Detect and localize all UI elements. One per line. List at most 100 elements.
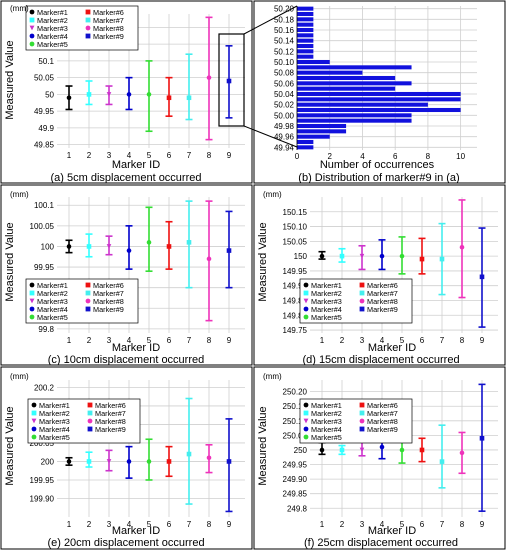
panel-d: 149.75 149.80 149.85 149.90 149.95 150 150.05 1… xyxy=(253,184,506,366)
panel-b-xtick-label: 8 xyxy=(426,152,431,161)
panel-b-bar-3 xyxy=(297,134,330,139)
panel-b-ytick-label: 50.12 xyxy=(274,47,295,56)
panel-c-legend-box xyxy=(25,278,139,324)
panel-d-legend-swatch-7 xyxy=(359,290,365,296)
panel-b-bar-17 xyxy=(297,59,330,65)
panel-c-xtick-label: 5 xyxy=(147,336,152,345)
plot-d-area: 149.75 149.80 149.85 149.90 149.95 150 150.05 1… xyxy=(283,197,498,345)
panel-d-legend-swatch-5 xyxy=(303,314,309,320)
panel-a-xtick-label: 6 xyxy=(167,151,172,160)
panel-c-legend-label-5: Marker#5 xyxy=(37,313,68,322)
panel-b-bar-15 xyxy=(297,70,363,75)
panel-e-xlabel: Marker ID xyxy=(112,525,160,537)
panel-b-ytick-label: 50.18 xyxy=(274,15,295,24)
panel-b-bar-1 xyxy=(297,145,314,150)
panel-a-legend-swatch-4 xyxy=(29,33,35,39)
panel-a-legend-label-1: Marker#1 xyxy=(37,8,68,17)
panel-c-ytick-label: 99.8 xyxy=(38,325,54,334)
panel-c-mean-point-7 xyxy=(186,240,192,245)
panel-a-mean-point-9 xyxy=(226,78,232,84)
panel-d-ytick-label: 149.85 xyxy=(283,296,308,305)
panel-a-ytick-label: 50 xyxy=(45,90,54,99)
plot-e-area: 199.90199.95200200.05200.1200.15200.2123… xyxy=(27,380,245,529)
panel-e-xtick-label: 7 xyxy=(187,520,192,529)
panel-d-legend-swatch-6 xyxy=(359,282,365,288)
panel-b-ytick-label: 50.02 xyxy=(274,101,295,110)
panel-d-mean-point-5 xyxy=(399,253,405,259)
panel-f-xtick-label: 2 xyxy=(340,520,345,529)
panel-e-mean-point-4 xyxy=(126,459,132,464)
panel-d-mean-point-6 xyxy=(419,256,425,262)
panel-b-ytick-label: 50.06 xyxy=(274,79,295,88)
panel-e-legend-swatch-9 xyxy=(87,426,93,432)
panel-c-mean-point-5 xyxy=(146,240,152,245)
panel-b-bar-21 xyxy=(297,38,314,43)
panel-c-legend-label-8: Marker#8 xyxy=(93,297,124,306)
panel-f-xtick-label: 6 xyxy=(420,520,425,529)
panel-f-mean-point-2 xyxy=(339,447,345,453)
panel-a-mean-point-4 xyxy=(126,92,132,97)
panel-d-legend-label-6: Marker#6 xyxy=(367,281,398,290)
zoom-connector-top xyxy=(243,5,298,35)
panel-b-xtick-label: 2 xyxy=(328,152,333,161)
panel-a-mean-point-6 xyxy=(166,95,172,101)
panel-d-xtick-label: 9 xyxy=(480,336,485,345)
panel-f-ytick-label: 249.90 xyxy=(283,475,308,484)
panel-d-xlabel: Marker ID xyxy=(368,342,416,354)
panel-c-mean-point-9 xyxy=(226,248,232,253)
panel-d-mean-point-9 xyxy=(479,274,485,280)
panel-c-xlabel: Marker ID xyxy=(112,342,160,354)
panel-a: 49.8549.949.955050.0550.150.1550.2123456… xyxy=(0,0,253,184)
panel-a-frame xyxy=(0,0,253,184)
panel-f-mean-point-9 xyxy=(479,435,485,441)
panel-c-ylabel: Measured Value xyxy=(4,222,16,301)
zoom-box xyxy=(218,33,245,127)
panel-f-mean-point-8 xyxy=(459,450,465,456)
panel-b-bar-11 xyxy=(297,91,461,97)
panel-c-legend-label-1: Marker#1 xyxy=(37,281,68,290)
panel-c-xtick-label: 3 xyxy=(107,336,112,345)
panel-b-ytick-label: 50.20 xyxy=(274,5,295,14)
panel-a-legend-label-2: Marker#2 xyxy=(37,16,68,25)
panel-c-ytick-label: 100.05 xyxy=(30,222,55,231)
panel-c-xtick-label: 2 xyxy=(87,336,92,345)
panel-b-xlabel: Number of occurrences xyxy=(320,159,435,171)
panel-d-legend-swatch-9 xyxy=(359,306,365,312)
panel-d-legend-swatch-3 xyxy=(303,298,309,304)
panel-b-xtick-label: 10 xyxy=(456,152,465,161)
panel-c-unit: (mm) xyxy=(10,190,29,199)
panel-f-xlabel: Marker ID xyxy=(368,525,416,537)
panel-c-mean-point-6 xyxy=(166,244,172,249)
panel-f-legend-swatch-2 xyxy=(303,410,309,416)
panel-f-xtick-label: 3 xyxy=(360,520,365,529)
panel-a-legend-swatch-1 xyxy=(29,9,35,15)
panel-a-legend-label-7: Marker#7 xyxy=(93,16,124,25)
panel-f-mean-point-5 xyxy=(399,447,405,453)
panel-d-legend-label-8: Marker#8 xyxy=(367,297,398,306)
panel-e-xtick-label: 5 xyxy=(147,520,152,529)
panel-a-caption: (a) 5cm displacement occurred xyxy=(50,172,201,184)
panel-b-bar-24 xyxy=(297,22,314,27)
panel-d-legend-swatch-8 xyxy=(359,298,365,304)
panel-e-xtick-label: 4 xyxy=(127,520,132,529)
panel-b-bar-23 xyxy=(297,27,314,33)
panel-e-xtick-label: 8 xyxy=(207,520,212,529)
panel-f-legend-box xyxy=(299,398,413,444)
panel-f-frame xyxy=(253,366,506,550)
panel-d-xtick-label: 3 xyxy=(360,336,365,345)
panel-c-xtick-label: 4 xyxy=(127,336,132,345)
panel-e-legend-swatch-5 xyxy=(31,434,37,440)
panel-d-legend-label-3: Marker#3 xyxy=(311,297,342,306)
panel-e-legend-label-8: Marker#8 xyxy=(95,417,126,426)
panel-d-mean-point-8 xyxy=(459,244,465,250)
panel-a-legend-swatch-7 xyxy=(85,17,91,23)
panel-e-ytick-label: 199.95 xyxy=(30,476,55,485)
panel-d-ytick-label: 150 xyxy=(294,252,308,261)
panel-c-legend-label-2: Marker#2 xyxy=(37,289,68,298)
panel-a-ylabel: Measured Value xyxy=(4,40,16,119)
panel-d-legend-swatch-1 xyxy=(303,282,309,288)
panel-a-xtick-label: 8 xyxy=(207,151,212,160)
panel-d-unit: (mm) xyxy=(263,190,282,199)
